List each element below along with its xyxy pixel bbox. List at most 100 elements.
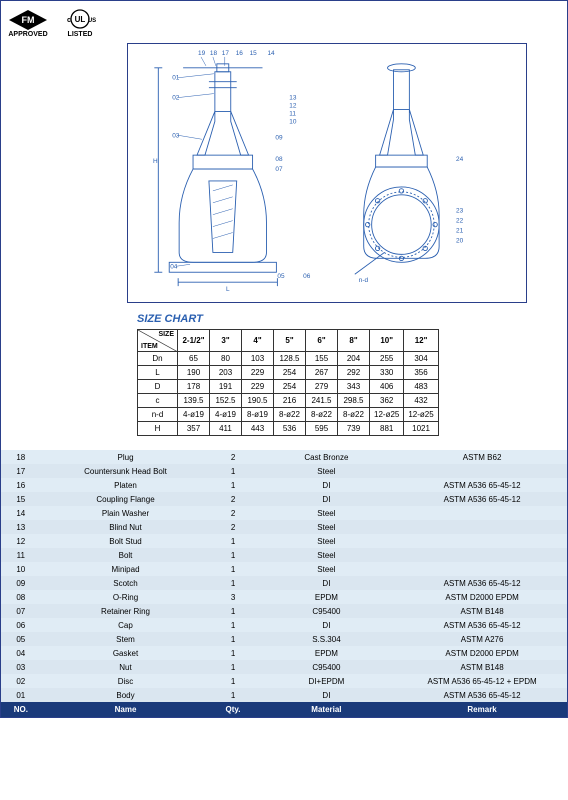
svg-text:04: 04 — [170, 263, 178, 270]
parts-cell-name: Bolt — [41, 548, 211, 562]
svg-text:22: 22 — [456, 218, 464, 225]
size-cell: 155 — [306, 352, 338, 366]
size-row: n-d4-ø194-ø198-ø198-ø228-ø228-ø2212-ø251… — [138, 408, 439, 422]
parts-cell-remark: ASTM B148 — [397, 660, 567, 674]
parts-cell-qty: 1 — [210, 660, 255, 674]
size-cell: 103 — [242, 352, 274, 366]
size-cell: 4-ø19 — [178, 408, 210, 422]
size-row-label: c — [138, 394, 178, 408]
parts-cell-material: DI+EPDM — [256, 674, 398, 688]
size-cell: 343 — [338, 380, 370, 394]
dim-nd: n-d — [359, 277, 369, 284]
parts-cell-remark — [397, 506, 567, 520]
parts-cell-remark: ASTM B62 — [397, 450, 567, 464]
parts-cell-qty: 1 — [210, 478, 255, 492]
parts-row: 08O-Ring3EPDMASTM D2000 EPDM — [1, 590, 567, 604]
parts-cell-qty: 1 — [210, 548, 255, 562]
svg-text:03: 03 — [172, 132, 180, 139]
size-row: Dn6580103128.5155204255304 — [138, 352, 439, 366]
parts-cell-material: Steel — [256, 562, 398, 576]
parts-cell-material: C95400 — [256, 604, 398, 618]
parts-cell-name: Nut — [41, 660, 211, 674]
parts-cell-no: 15 — [1, 492, 41, 506]
svg-text:FM: FM — [22, 15, 35, 25]
parts-cell-name: Cap — [41, 618, 211, 632]
certification-badges: FM APPROVED UL c US LISTED — [7, 7, 561, 39]
size-chart-header-row: SIZE ITEM 2-1/2" 3" 4" 5" 6" 8" 10" 12" — [138, 330, 439, 352]
parts-cell-remark: ASTM B148 — [397, 604, 567, 618]
ul-label: LISTED — [68, 31, 93, 38]
ul-c: c — [67, 17, 71, 24]
size-cell: 292 — [338, 366, 370, 380]
size-cell: 254 — [274, 366, 306, 380]
size-row-label: n-d — [138, 408, 178, 422]
parts-cell-name: Plug — [41, 450, 211, 464]
size-chart-table: SIZE ITEM 2-1/2" 3" 4" 5" 6" 8" 10" 12" … — [137, 329, 439, 436]
parts-cell-no: 13 — [1, 520, 41, 534]
parts-cell-qty: 1 — [210, 646, 255, 660]
parts-cell-remark: ASTM A536 65-45-12 — [397, 576, 567, 590]
parts-row: 10Minipad1Steel — [1, 562, 567, 576]
hdr-material: Material — [256, 702, 398, 717]
parts-cell-qty: 1 — [210, 618, 255, 632]
size-row-label: D — [138, 380, 178, 394]
parts-cell-qty: 1 — [210, 604, 255, 618]
size-cell: 216 — [274, 394, 306, 408]
top-section: FM APPROVED UL c US LISTED — [1, 1, 567, 442]
size-cell: 4-ø19 — [210, 408, 242, 422]
size-cell: 128.5 — [274, 352, 306, 366]
size-cell: 595 — [306, 422, 338, 436]
parts-cell-no: 03 — [1, 660, 41, 674]
size-cell: 241.5 — [306, 394, 338, 408]
parts-cell-material: DI — [256, 478, 398, 492]
size-cell: 739 — [338, 422, 370, 436]
parts-row: 07Retainer Ring1C95400ASTM B148 — [1, 604, 567, 618]
svg-text:11: 11 — [289, 110, 296, 117]
valve-diagram-svg: H L n-d 19 18 17 16 15 14 01 02 03 04 05 — [128, 44, 526, 302]
parts-cell-qty: 1 — [210, 688, 255, 702]
parts-cell-name: Retainer Ring — [41, 604, 211, 618]
size-cell: 1021 — [404, 422, 438, 436]
parts-cell-name: Body — [41, 688, 211, 702]
parts-cell-no: 09 — [1, 576, 41, 590]
col-h: 8" — [338, 330, 370, 352]
parts-cell-no: 08 — [1, 590, 41, 604]
parts-cell-no: 12 — [1, 534, 41, 548]
size-cell: 267 — [306, 366, 338, 380]
size-chart-title: SIZE CHART — [137, 313, 561, 325]
svg-text:15: 15 — [250, 50, 258, 57]
fm-label: APPROVED — [8, 31, 47, 38]
size-cell: 8-ø22 — [338, 408, 370, 422]
parts-cell-no: 07 — [1, 604, 41, 618]
parts-row: 05Stem1S.S.304ASTM A276 — [1, 632, 567, 646]
size-cell: 8-ø19 — [242, 408, 274, 422]
size-cell: 190.5 — [242, 394, 274, 408]
parts-cell-material: C95400 — [256, 660, 398, 674]
parts-cell-no: 04 — [1, 646, 41, 660]
size-cell: 298.5 — [338, 394, 370, 408]
size-cell: 356 — [404, 366, 438, 380]
parts-cell-name: Coupling Flange — [41, 492, 211, 506]
size-cell: 80 — [210, 352, 242, 366]
parts-header-row: NO. Name Qty. Material Remark — [1, 702, 567, 717]
hdr-qty: Qty. — [210, 702, 255, 717]
parts-cell-qty: 2 — [210, 520, 255, 534]
parts-cell-name: Plain Washer — [41, 506, 211, 520]
ul-circle-icon: UL c US — [64, 9, 96, 31]
parts-cell-name: Stem — [41, 632, 211, 646]
size-label: SIZE — [158, 331, 174, 338]
svg-text:12: 12 — [289, 103, 297, 110]
col-h: 5" — [274, 330, 306, 352]
page: FM APPROVED UL c US LISTED — [0, 0, 568, 718]
parts-cell-no: 17 — [1, 464, 41, 478]
col-h: 3" — [210, 330, 242, 352]
parts-cell-no: 02 — [1, 674, 41, 688]
svg-text:01: 01 — [172, 75, 180, 82]
parts-cell-name: Scotch — [41, 576, 211, 590]
hdr-name: Name — [41, 702, 211, 717]
parts-cell-material: DI — [256, 492, 398, 506]
svg-text:23: 23 — [456, 208, 464, 215]
size-cell: 8-ø22 — [274, 408, 306, 422]
parts-cell-no: 01 — [1, 688, 41, 702]
parts-cell-qty: 1 — [210, 576, 255, 590]
